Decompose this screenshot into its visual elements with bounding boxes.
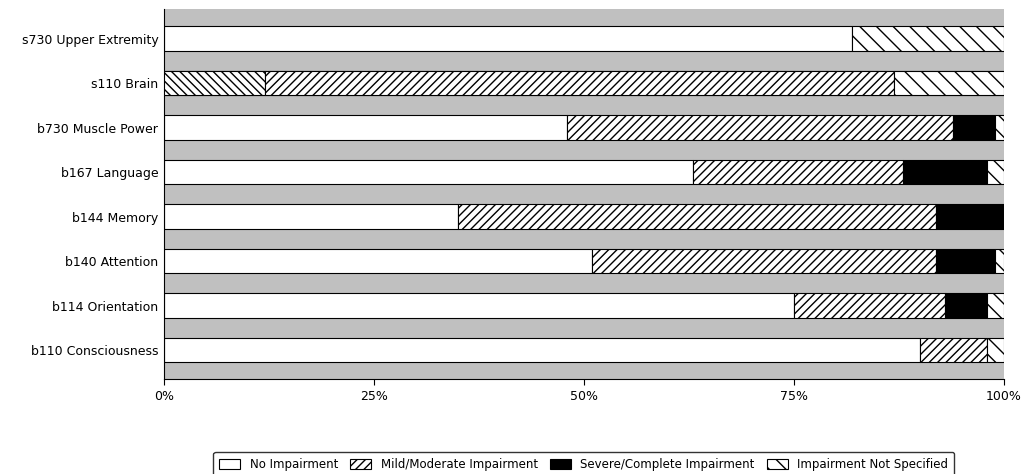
- Bar: [164, 204, 458, 229]
- Bar: [164, 293, 794, 318]
- Bar: [995, 249, 1004, 273]
- Bar: [458, 204, 936, 229]
- Bar: [264, 71, 894, 95]
- Bar: [592, 249, 936, 273]
- Bar: [953, 115, 995, 140]
- Bar: [987, 338, 1004, 363]
- Bar: [164, 115, 567, 140]
- Bar: [567, 115, 953, 140]
- Bar: [936, 249, 995, 273]
- Bar: [164, 249, 592, 273]
- Bar: [794, 293, 945, 318]
- Bar: [894, 71, 1004, 95]
- Bar: [936, 204, 1004, 229]
- Bar: [894, 71, 1004, 95]
- Bar: [987, 293, 1004, 318]
- Legend: No Impairment, Mild/Moderate Impairment, Severe/Complete Impairment, Impairment : No Impairment, Mild/Moderate Impairment,…: [213, 452, 954, 474]
- Bar: [164, 71, 894, 95]
- Bar: [852, 26, 1004, 51]
- Bar: [987, 160, 1004, 184]
- Bar: [164, 26, 852, 51]
- Bar: [164, 338, 920, 363]
- Bar: [693, 160, 903, 184]
- Bar: [920, 338, 987, 363]
- Bar: [164, 160, 693, 184]
- Bar: [995, 115, 1004, 140]
- Bar: [903, 160, 987, 184]
- Bar: [164, 71, 264, 95]
- Bar: [945, 293, 987, 318]
